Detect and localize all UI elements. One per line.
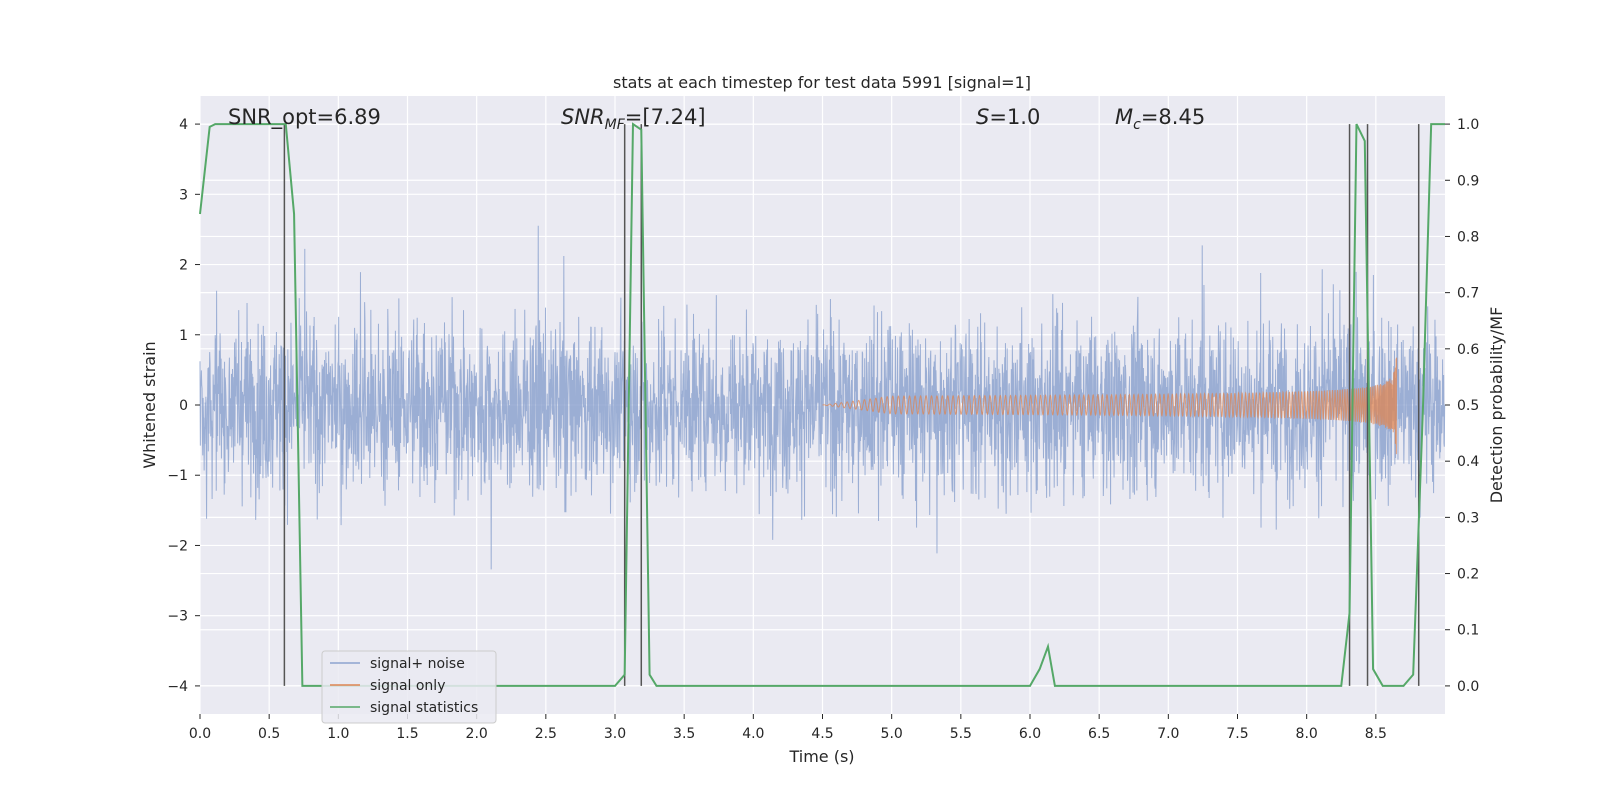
legend-label-signal-only: signal only: [370, 678, 445, 694]
annotation-s: S=1.0: [976, 105, 1040, 129]
annotation-snr-mf: SNRMF=[7.24]: [561, 105, 706, 133]
x-tick-label: 6.0: [1019, 726, 1041, 742]
annotation-mc-value: =8.45: [1141, 105, 1205, 129]
annotation-s-value: =1.0: [989, 105, 1040, 129]
x-tick-label: 1.0: [327, 726, 349, 742]
y-axis-title: Whitened strain: [140, 341, 159, 468]
x-axis-title: Time (s): [788, 747, 854, 766]
y2-tick-label: 0.2: [1457, 567, 1479, 583]
x-tick-label: 1.5: [396, 726, 418, 742]
x-tick-label: 5.5: [950, 726, 972, 742]
x-tick-label: 4.5: [811, 726, 833, 742]
x-tick-label: 5.0: [881, 726, 903, 742]
y-ticks: 4 3 2 1 0 −1 −2 −3 −4: [167, 117, 200, 695]
legend: signal+ noise signal only signal statist…: [321, 650, 497, 724]
y2-tick-label: 0.6: [1457, 342, 1479, 358]
annotation-s-name: S: [976, 105, 989, 129]
annotation-snr-opt: SNR_opt=6.89: [228, 105, 381, 130]
annotation-snr-mf-sub: MF: [605, 117, 626, 133]
y-tick-label: −1: [167, 468, 188, 484]
x-tick-label: 8.0: [1296, 726, 1318, 742]
chart-title: stats at each timestep for test data 599…: [613, 73, 1031, 92]
series-layer: [199, 122, 1446, 687]
y2-tick-label: 0.1: [1457, 623, 1479, 639]
series-signal-statistics: [199, 122, 1445, 687]
y2-tick-label: 0.8: [1457, 229, 1479, 245]
annotation-snr-mf-name: SNR: [561, 105, 605, 129]
y-tick-label: 4: [179, 117, 188, 133]
y-tick-label: −2: [167, 538, 188, 554]
legend-label-signal-noise: signal+ noise: [370, 656, 465, 672]
x-tick-label: 8.5: [1365, 726, 1387, 742]
y2-tick-label: 0.5: [1457, 398, 1479, 414]
y-tick-label: 2: [179, 258, 188, 274]
y2-axis-title: Detection probability/MF: [1487, 307, 1506, 504]
x-tick-label: 2.5: [535, 726, 557, 742]
y2-tick-label: 0.7: [1457, 286, 1479, 302]
annotation-mc-sub: c: [1133, 117, 1141, 133]
series-signal-noise: [199, 225, 1446, 570]
y-tick-label: 1: [179, 328, 188, 344]
y2-tick-label: 0.3: [1457, 510, 1479, 526]
y2-ticks: 1.0 0.9 0.8 0.7 0.6 0.5 0.4 0.3 0.2 0.1 0.0: [1445, 117, 1479, 695]
y2-tick-label: 0.9: [1457, 173, 1479, 189]
y2-tick-label: 0.4: [1457, 454, 1479, 470]
x-tick-label: 2.0: [466, 726, 488, 742]
x-tick-label: 3.0: [604, 726, 626, 742]
y2-tick-label: 0.0: [1457, 679, 1479, 695]
x-tick-label: 3.5: [673, 726, 695, 742]
x-tick-label: 6.5: [1088, 726, 1110, 742]
series-signal-only: [822, 357, 1398, 455]
x-tick-label: 7.0: [1157, 726, 1179, 742]
x-ticks: 0.0 0.5 1.0 1.5 2.0 2.5 3.0 3.5 4.0 4.5 5.0 5.5 6.0 6…: [189, 714, 1387, 742]
x-tick-label: 7.5: [1226, 726, 1248, 742]
legend-label-signal-statistics: signal statistics: [370, 700, 478, 716]
y2-tick-label: 1.0: [1457, 117, 1479, 133]
y-tick-label: −3: [167, 609, 188, 625]
annotation-mc: Mc=8.45: [1115, 105, 1205, 133]
x-tick-label: 0.5: [258, 726, 280, 742]
annotation-mc-name: M: [1115, 105, 1133, 129]
legend-box: [321, 650, 497, 724]
y-tick-label: −4: [167, 679, 188, 695]
y-tick-label: 3: [179, 187, 188, 203]
x-tick-label: 0.0: [189, 726, 211, 742]
y-tick-label: 0: [179, 398, 188, 414]
x-tick-label: 4.0: [742, 726, 764, 742]
annotation-snr-mf-value: =[7.24]: [625, 105, 706, 129]
